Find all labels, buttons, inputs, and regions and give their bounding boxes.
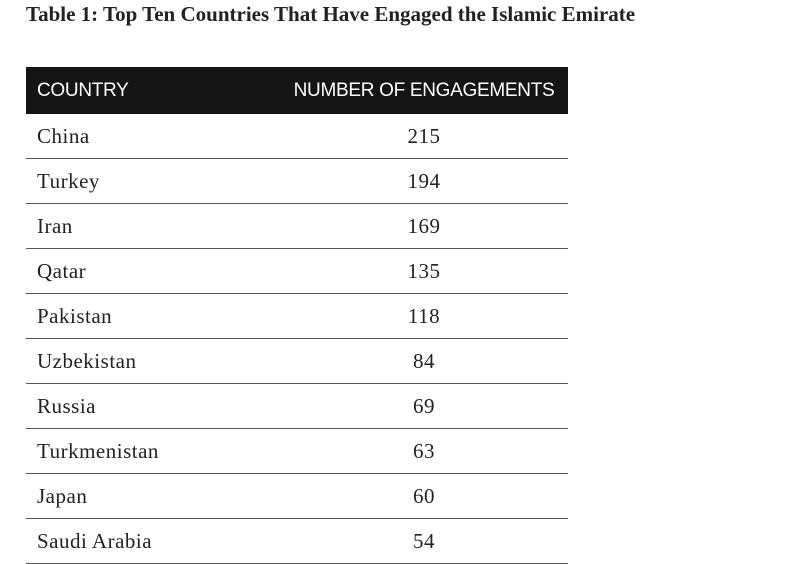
country-cell: Turkey bbox=[26, 158, 280, 204]
engagements-cell: 60 bbox=[280, 473, 568, 519]
country-cell: Uzbekistan bbox=[26, 338, 280, 384]
country-cell: Turkmenistan bbox=[26, 428, 280, 474]
table-row: Turkmenistan 63 bbox=[26, 428, 568, 474]
engagements-cell: 194 bbox=[280, 158, 568, 204]
table-row: Saudi Arabia 54 bbox=[26, 518, 568, 564]
table-title: Table 1: Top Ten Countries That Have Eng… bbox=[26, 2, 636, 26]
engagements-cell: 63 bbox=[280, 428, 568, 474]
country-cell: Iran bbox=[26, 203, 280, 249]
country-cell: China bbox=[26, 114, 280, 159]
table-row: Iran 169 bbox=[26, 203, 568, 249]
table-row: Turkey 194 bbox=[26, 158, 568, 204]
table-row: Japan 60 bbox=[26, 473, 568, 519]
engagements-cell: 169 bbox=[280, 203, 568, 249]
engagements-cell: 69 bbox=[280, 383, 568, 429]
engagements-cell: 215 bbox=[280, 114, 568, 159]
table-row: Pakistan 118 bbox=[26, 293, 568, 339]
column-header: COUNTRY bbox=[26, 67, 280, 114]
table-row: Russia 69 bbox=[26, 383, 568, 429]
header-row: COUNTRY NUMBER OF ENGAGEMENTS bbox=[26, 67, 568, 114]
country-cell: Saudi Arabia bbox=[26, 518, 280, 564]
country-cell: Russia bbox=[26, 383, 280, 429]
table-row: Qatar 135 bbox=[26, 248, 568, 294]
engagements-cell: 118 bbox=[280, 293, 568, 339]
engagements-cell: 54 bbox=[280, 518, 568, 564]
column-header: NUMBER OF ENGAGEMENTS bbox=[280, 67, 568, 114]
country-cell: Japan bbox=[26, 473, 280, 519]
table-row: China 215 bbox=[26, 114, 568, 159]
table: COUNTRY NUMBER OF ENGAGEMENTS China 215 Tur… bbox=[26, 67, 568, 564]
table-row: Uzbekistan 84 bbox=[26, 338, 568, 384]
country-cell: Qatar bbox=[26, 248, 280, 294]
country-cell: Pakistan bbox=[26, 293, 280, 339]
engagements-cell: 84 bbox=[280, 338, 568, 384]
engagements-cell: 135 bbox=[280, 248, 568, 294]
